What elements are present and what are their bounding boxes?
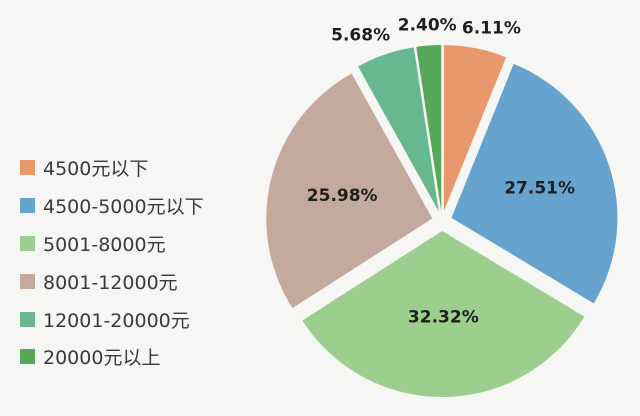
slice-value-label: 2.40% bbox=[398, 16, 457, 36]
legend-swatch bbox=[20, 349, 35, 365]
pie-slice bbox=[266, 73, 433, 309]
legend-swatch bbox=[20, 311, 35, 327]
legend-label: 4500-5000元以下 bbox=[43, 196, 204, 219]
legend-item: 12001-20000元 bbox=[20, 300, 250, 338]
legend-label: 4500元以下 bbox=[43, 158, 149, 181]
legend-item: 8001-12000元 bbox=[20, 262, 250, 300]
slice-value-label: 27.51% bbox=[504, 178, 575, 198]
pie-slice bbox=[451, 63, 618, 304]
pie-slice bbox=[416, 45, 442, 212]
legend-label: 12001-20000元 bbox=[43, 309, 190, 332]
pie-slice bbox=[443, 45, 507, 212]
legend: 4500元以下 4500-5000元以下 5001-8000元 8001-120… bbox=[20, 149, 250, 376]
legend-item: 4500-5000元以下 bbox=[20, 187, 250, 225]
legend-item: 5001-8000元 bbox=[20, 225, 250, 263]
legend-label: 5001-8000元 bbox=[43, 233, 166, 256]
pie-slice bbox=[302, 230, 585, 397]
legend-swatch bbox=[20, 235, 35, 251]
slice-value-label: 6.11% bbox=[462, 19, 521, 39]
legend-swatch bbox=[20, 160, 35, 176]
legend-swatch bbox=[20, 198, 35, 214]
slice-value-label: 5.68% bbox=[331, 26, 390, 46]
legend-item: 4500元以下 bbox=[20, 149, 250, 187]
pie-slice bbox=[358, 47, 439, 212]
legend-label: 8001-12000元 bbox=[43, 271, 178, 294]
slice-value-label: 32.32% bbox=[408, 307, 479, 327]
slice-value-label: 25.98% bbox=[307, 186, 378, 206]
legend-swatch bbox=[20, 273, 35, 289]
legend-label: 20000元以上 bbox=[43, 347, 161, 370]
legend-item: 20000元以上 bbox=[20, 338, 250, 376]
